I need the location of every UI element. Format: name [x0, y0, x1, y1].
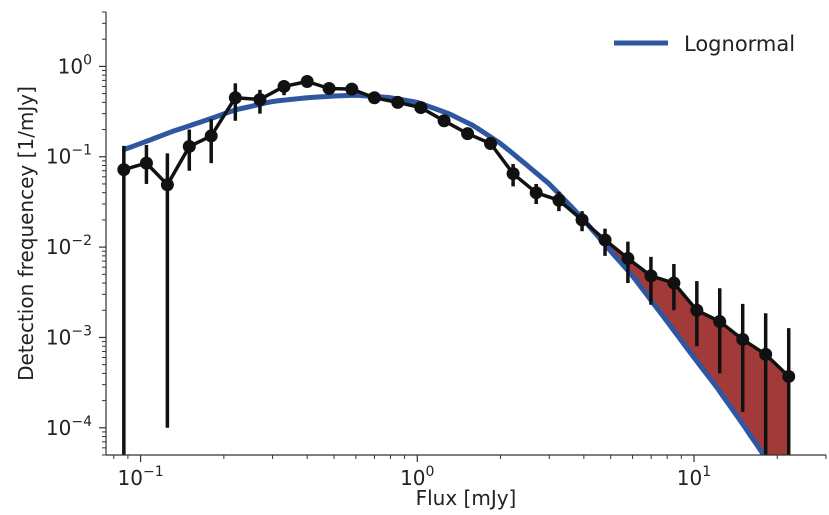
lognormal-curve-layer [122, 92, 767, 455]
data-point [782, 369, 796, 383]
x-tick-label: 101 [677, 464, 711, 490]
data-point [345, 82, 359, 96]
data-point [598, 233, 612, 247]
data-point [736, 332, 750, 346]
data-point [575, 213, 589, 227]
data-point [690, 303, 704, 317]
y-tick-label: 10−4 [46, 414, 92, 440]
data-point [117, 163, 131, 177]
data-point [529, 186, 543, 200]
legend: Lognormal [614, 32, 795, 56]
x-tick-label: 100 [400, 464, 434, 490]
data-point [228, 91, 242, 105]
data-point [414, 101, 428, 115]
data-point [300, 75, 314, 89]
data-point [391, 95, 405, 109]
data-point [506, 167, 520, 181]
lognormal-curve [122, 92, 767, 455]
data-point [461, 127, 475, 141]
x-axis-label: Flux [mJy] [416, 486, 517, 510]
data-point [367, 91, 381, 105]
data-point [644, 269, 658, 283]
data-point [182, 139, 196, 153]
y-tick-label: 10−3 [46, 323, 92, 349]
data-point [437, 114, 451, 128]
y-tick-label: 10−2 [46, 233, 92, 259]
data-point [204, 129, 218, 143]
data-series-layer [117, 75, 796, 455]
axes [99, 11, 827, 462]
tick-labels: 10−1 100 101 100 10−1 10−2 10−3 10−4 [46, 52, 711, 490]
data-point [484, 137, 498, 151]
y-axis-label: Detection frequencey [1/mJy] [14, 86, 38, 381]
data-point [160, 178, 174, 192]
data-point [667, 276, 681, 290]
data-point [713, 315, 727, 329]
y-tick-label: 100 [58, 52, 92, 78]
x-tick-label: 10−1 [118, 464, 164, 490]
data-point [322, 81, 336, 95]
data-point [621, 251, 635, 265]
data-point [759, 347, 773, 361]
data-point [277, 79, 291, 93]
data-point [552, 193, 566, 207]
y-tick-label: 10−1 [46, 143, 92, 169]
data-point [139, 156, 153, 170]
data-point [253, 93, 267, 107]
legend-label-lognormal: Lognormal [684, 32, 795, 56]
